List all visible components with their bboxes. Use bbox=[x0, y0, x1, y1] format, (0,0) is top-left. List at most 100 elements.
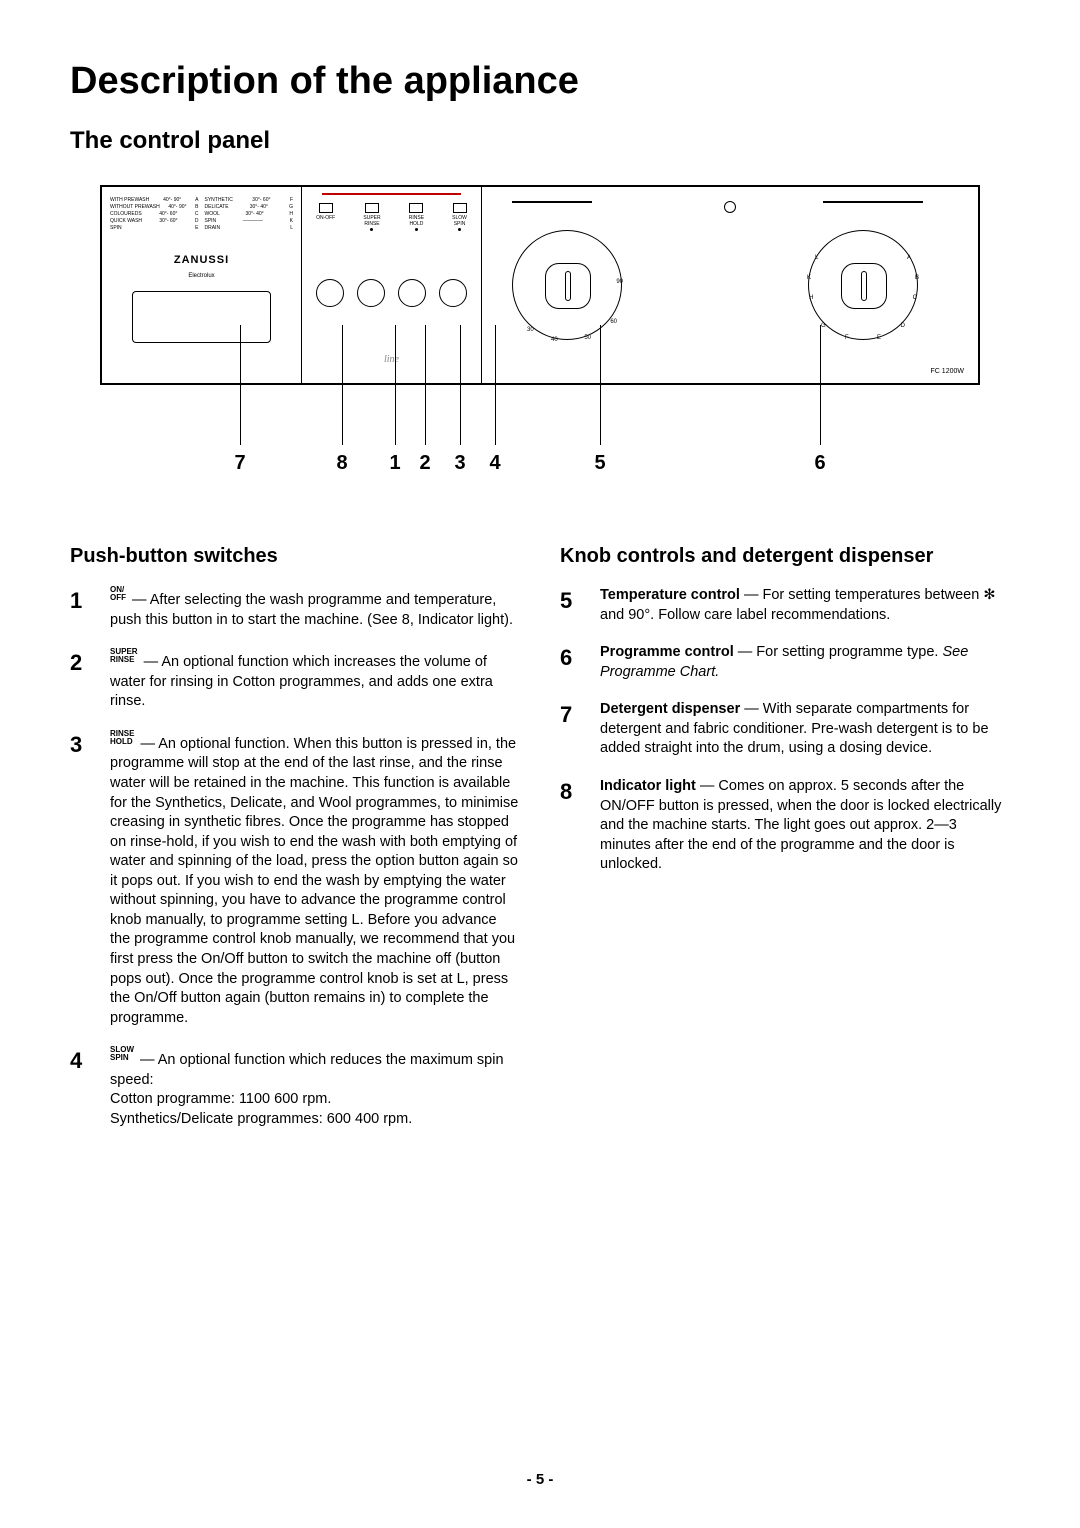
callout-number: 2 bbox=[419, 452, 430, 475]
leader-line bbox=[395, 325, 396, 445]
tick-label: 60 bbox=[610, 319, 617, 325]
item-number: 8 bbox=[560, 777, 600, 875]
left-column: Push-button switches 1ON/OFF — After sel… bbox=[70, 545, 520, 1148]
item-text: — An optional function which reduces the… bbox=[110, 1052, 504, 1127]
programme-knob: A B C D E F G H K L bbox=[808, 230, 918, 340]
item-lead: Indicator light bbox=[600, 778, 696, 794]
programme-row: WITHOUT PREWASH40°- 90°B bbox=[110, 204, 199, 211]
option-label-icon: SUPERRINSE bbox=[110, 648, 138, 664]
description-item: 3RINSEHOLD — An optional function. When … bbox=[70, 730, 520, 1028]
item-text: — An optional function which increases t… bbox=[110, 654, 493, 709]
tick-label: B bbox=[915, 275, 919, 281]
tick-label: D bbox=[901, 323, 905, 329]
callout-number: 1 bbox=[389, 452, 400, 475]
detergent-dispenser-outline bbox=[132, 291, 271, 343]
item-body: Temperature control — For setting temper… bbox=[600, 586, 1010, 625]
item-text: — After selecting the wash programme and… bbox=[110, 592, 513, 628]
description-item: 8Indicator light — Comes on approx. 5 se… bbox=[560, 777, 1010, 875]
button-label: ON-OFF bbox=[316, 203, 335, 231]
leader-line bbox=[342, 325, 343, 445]
callout-number: 8 bbox=[336, 452, 347, 475]
indicator-light-strip bbox=[322, 193, 461, 195]
description-item: 5Temperature control — For setting tempe… bbox=[560, 586, 1010, 625]
programme-row: WOOL30°- 40°H bbox=[205, 211, 294, 218]
tick-label: G bbox=[821, 323, 826, 329]
item-number: 4 bbox=[70, 1046, 110, 1129]
item-number: 3 bbox=[70, 730, 110, 1028]
leader-line bbox=[600, 325, 601, 445]
item-number: 5 bbox=[560, 586, 600, 625]
item-body: Programme control — For setting programm… bbox=[600, 643, 1010, 682]
programme-row: DELICATE30°- 40°G bbox=[205, 204, 294, 211]
diagram-buttons-panel: ON-OFFSUPERRINSERINSEHOLDSLOWSPIN line bbox=[302, 187, 482, 383]
leader-line bbox=[240, 325, 241, 445]
item-number: 7 bbox=[560, 700, 600, 759]
bulb-icon bbox=[724, 201, 736, 213]
right-column: Knob controls and detergent dispenser 5T… bbox=[560, 545, 1010, 1148]
item-body: SLOWSPIN — An optional function which re… bbox=[110, 1046, 520, 1129]
callout-number: 4 bbox=[489, 452, 500, 475]
item-number: 6 bbox=[560, 643, 600, 682]
push-button bbox=[398, 279, 426, 307]
control-panel-figure: WITH PREWASH40°- 90°AWITHOUT PREWASH40°-… bbox=[100, 185, 980, 475]
item-number: 2 bbox=[70, 648, 110, 712]
tick-label: C bbox=[913, 295, 917, 301]
page-title: Description of the appliance bbox=[70, 60, 1010, 103]
callout-number: 5 bbox=[594, 452, 605, 475]
description-item: 7Detergent dispenser — With separate com… bbox=[560, 700, 1010, 759]
item-body: Indicator light — Comes on approx. 5 sec… bbox=[600, 777, 1010, 875]
tick-label: 90 bbox=[616, 279, 623, 285]
programme-row: SYNTHETIC30°- 60°F bbox=[205, 197, 294, 204]
leader-line bbox=[460, 325, 461, 445]
tick-label: 40 bbox=[551, 337, 558, 343]
item-text: — For setting programme type. bbox=[734, 644, 943, 660]
push-button bbox=[439, 279, 467, 307]
leader-line bbox=[820, 325, 821, 445]
push-button bbox=[357, 279, 385, 307]
tick-label: 50 bbox=[584, 335, 591, 341]
button-label: RINSEHOLD bbox=[409, 203, 424, 231]
subbrand-label: Electrolux bbox=[102, 273, 301, 280]
page-number: - 5 - bbox=[0, 1471, 1080, 1488]
option-label-icon: ON/OFF bbox=[110, 586, 126, 602]
programme-row: COLOUREDS40°- 60°C bbox=[110, 211, 199, 218]
item-lead: Temperature control bbox=[600, 587, 740, 603]
button-label: SUPERRINSE bbox=[363, 203, 380, 231]
temperature-knob: 90 60 50 40 30 bbox=[512, 230, 622, 340]
brand-label: ZANUSSI bbox=[102, 257, 301, 264]
item-lead: Detergent dispenser bbox=[600, 701, 740, 717]
programme-row: SPINE bbox=[110, 225, 199, 232]
tick-label: 30 bbox=[527, 327, 534, 333]
diagram-knobs-panel: 90 60 50 40 30 A B C D E F G H K L FC 12… bbox=[482, 187, 978, 383]
figure-callout-numbers: 78123456 bbox=[100, 385, 980, 475]
item-number: 1 bbox=[70, 586, 110, 630]
leader-line bbox=[425, 325, 426, 445]
programme-row: QUICK WASH30°- 60°D bbox=[110, 218, 199, 225]
control-panel-diagram: WITH PREWASH40°- 90°AWITHOUT PREWASH40°-… bbox=[100, 185, 980, 385]
programme-row: SPIN————K bbox=[205, 218, 294, 225]
description-item: 2SUPERRINSE — An optional function which… bbox=[70, 648, 520, 712]
callout-number: 6 bbox=[814, 452, 825, 475]
description-item: 1ON/OFF — After selecting the wash progr… bbox=[70, 586, 520, 630]
push-button bbox=[316, 279, 344, 307]
diagram-left-panel: WITH PREWASH40°- 90°AWITHOUT PREWASH40°-… bbox=[102, 187, 302, 383]
tick-label: K bbox=[807, 275, 811, 281]
tick-label: H bbox=[809, 295, 813, 301]
option-label-icon: SLOWSPIN bbox=[110, 1046, 134, 1062]
line-script-label: line bbox=[302, 354, 481, 365]
item-body: Detergent dispenser — With separate comp… bbox=[600, 700, 1010, 759]
programme-row: WITH PREWASH40°- 90°A bbox=[110, 197, 199, 204]
tick-label: F bbox=[845, 335, 849, 341]
programme-row: DRAINL bbox=[205, 225, 294, 232]
tick-label: L bbox=[815, 255, 818, 261]
item-body: ON/OFF — After selecting the wash progra… bbox=[110, 586, 520, 630]
option-label-icon: RINSEHOLD bbox=[110, 730, 134, 746]
section-heading: The control panel bbox=[70, 127, 1010, 155]
right-subheading: Knob controls and detergent dispenser bbox=[560, 545, 1010, 568]
item-lead: Programme control bbox=[600, 644, 734, 660]
description-item: 4SLOWSPIN — An optional function which r… bbox=[70, 1046, 520, 1129]
item-body: SUPERRINSE — An optional function which … bbox=[110, 648, 520, 712]
leader-line bbox=[495, 325, 496, 445]
callout-number: 7 bbox=[234, 452, 245, 475]
description-item: 6Programme control — For setting program… bbox=[560, 643, 1010, 682]
